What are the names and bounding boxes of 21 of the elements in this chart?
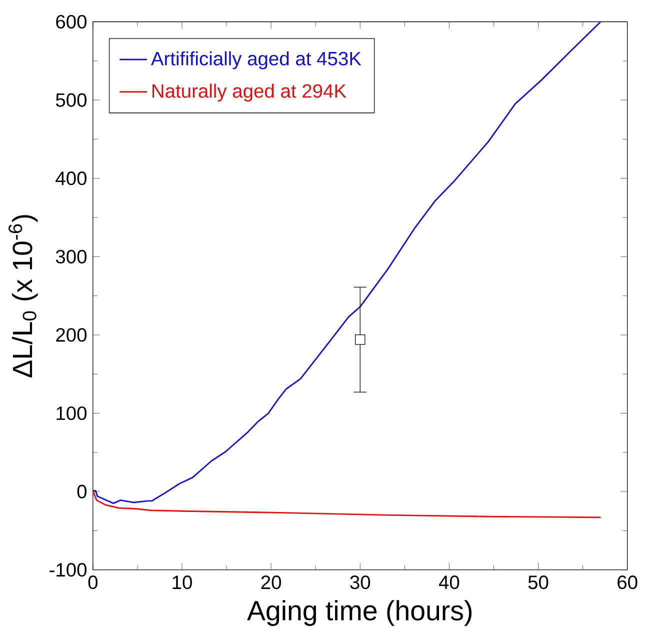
x-axis-title: Aging time (hours) (247, 600, 472, 626)
y-tick-label: 500 (56, 94, 87, 108)
x-tick-label: 20 (261, 576, 282, 590)
legend-label: Artifificially aged at 453K (150, 52, 362, 70)
x-tick-label: 30 (350, 576, 370, 590)
y-tick-label: 300 (56, 250, 87, 264)
x-tick-label: 10 (172, 576, 192, 590)
x-tick-label: 0 (88, 576, 98, 590)
y-tick-label: 0 (77, 485, 87, 499)
y-tick-label: 100 (56, 406, 87, 420)
y-tick-label: 600 (56, 15, 87, 29)
y-tick-label: -100 (50, 563, 87, 577)
x-tick-label: 60 (618, 576, 638, 590)
y-axis-title: ΔL/L$_{0}$ (x 10$^{-6}$) (8, 215, 38, 378)
line-series (92, 22, 602, 504)
y-tick-label: 200 (56, 328, 87, 342)
line-series (92, 490, 602, 518)
legend-label: Naturally aged at 294K (152, 84, 346, 102)
x-tick-label: 50 (528, 576, 548, 590)
x-tick-label: 40 (438, 576, 460, 590)
y-tick-label: 400 (56, 172, 87, 186)
